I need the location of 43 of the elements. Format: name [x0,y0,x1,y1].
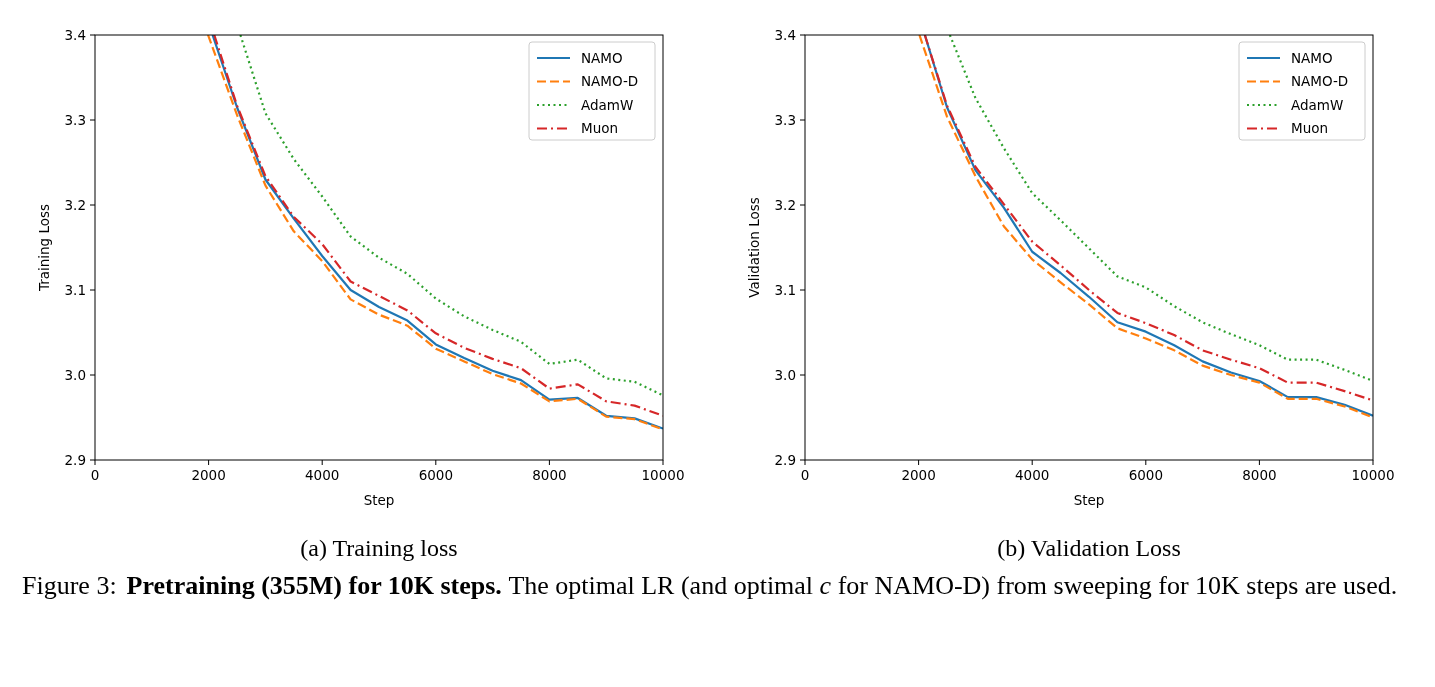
x-tick-label: 0 [800,467,810,483]
legend-label: Muon [581,120,619,137]
legend-label: Muon [1291,120,1329,137]
y-tick-label: 3.1 [64,281,86,298]
x-tick-label: 0 [90,467,100,483]
y-tick-label: 3.0 [774,366,796,383]
text: (a) Training loss [300,535,458,561]
x-tick-label: 6000 [418,467,453,483]
text: The optimal LR (and optimal [508,571,815,600]
legend-label: AdamW [581,96,634,113]
y-axis-title: Training Loss [36,203,52,293]
y-tick-label: 3.4 [64,26,86,43]
x-axis-title: Step [363,492,395,508]
y-tick-label: 3.3 [64,111,86,128]
y-tick-label: 2.9 [64,451,86,468]
y-axis-title: Validation Loss [746,197,762,298]
legend-label: NAMO [581,49,623,66]
x-tick-label: 4000 [1015,467,1050,483]
y-tick-label: 3.0 [64,366,86,383]
y-tick-label: 3.4 [774,26,796,43]
legend-label: AdamW [1291,96,1344,113]
y-tick-label: 3.2 [64,196,86,213]
x-tick-label: 8000 [1242,467,1277,483]
legend-label: NAMO-D [1291,73,1349,90]
legend-label: NAMO-D [581,73,639,90]
y-tick-label: 2.9 [774,451,796,468]
y-tick-label: 3.2 [774,196,796,213]
x-tick-label: 8000 [532,467,567,483]
x-tick-label: 2000 [901,467,936,483]
text: Pretraining (355M) for 10K steps. [126,571,503,600]
y-tick-label: 3.1 [774,281,796,298]
caption: Figure 3: [22,570,117,602]
x-tick-label: 10000 [1351,467,1395,483]
text: for NAMO-D) from sweeping for 10K steps are used. [836,571,1398,600]
text: c [819,571,832,600]
x-axis-title: Step [1073,492,1105,508]
x-tick-label: 6000 [1128,467,1163,483]
text: (b) Validation Loss [997,535,1181,561]
x-tick-label: 2000 [191,467,226,483]
legend-label: NAMO [1291,49,1333,66]
y-tick-label: 3.3 [774,111,796,128]
x-tick-label: 4000 [305,467,340,483]
x-tick-label: 10000 [641,467,685,483]
